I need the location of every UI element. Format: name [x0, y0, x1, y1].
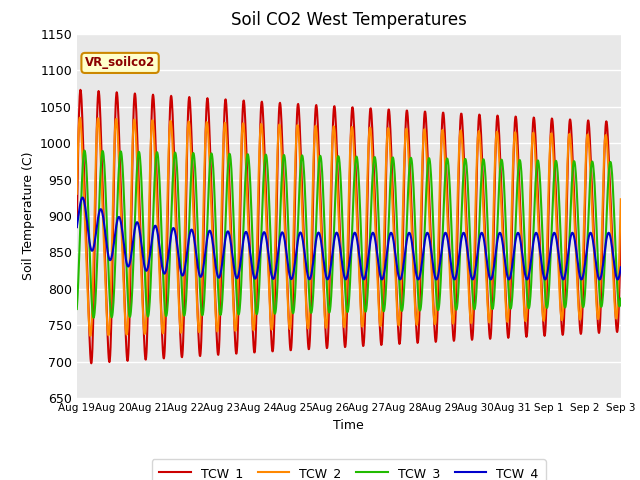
TCW_3: [326, 310, 333, 315]
TCW_3: [305, 275, 312, 281]
Line: TCW_4: TCW_4: [77, 197, 621, 279]
X-axis label: Time: Time: [333, 419, 364, 432]
Title: Soil CO2 West Temperatures: Soil CO2 West Temperatures: [231, 11, 467, 29]
Legend: TCW_1, TCW_2, TCW_3, TCW_4: TCW_1, TCW_2, TCW_3, TCW_4: [152, 459, 546, 480]
TCW_3: [316, 155, 323, 161]
TCW_4: [316, 230, 323, 236]
TCW_4: [73, 224, 81, 230]
TCW_2: [383, 134, 391, 140]
TCW_3: [138, 186, 146, 192]
TCW_2: [617, 196, 625, 202]
TCW_3: [617, 296, 625, 301]
TCW_4: [115, 214, 123, 220]
TCW_3: [90, 315, 97, 321]
Y-axis label: Soil Temperature (C): Soil Temperature (C): [22, 152, 35, 280]
TCW_2: [316, 192, 323, 198]
TCW_1: [326, 289, 333, 295]
TCW_2: [305, 324, 312, 330]
TCW_2: [326, 248, 333, 253]
TCW_4: [304, 274, 312, 279]
TCW_3: [383, 261, 391, 267]
TCW_2: [76, 115, 84, 120]
TCW_1: [73, 224, 81, 230]
TCW_1: [88, 360, 95, 366]
TCW_3: [81, 148, 88, 154]
TCW_2: [138, 282, 146, 288]
TCW_4: [469, 276, 477, 282]
TCW_3: [73, 306, 81, 312]
TCW_1: [305, 344, 312, 350]
TCW_4: [138, 241, 145, 247]
Text: VR_soilco2: VR_soilco2: [85, 57, 156, 70]
TCW_2: [116, 177, 124, 182]
TCW_4: [383, 252, 390, 257]
TCW_4: [617, 264, 625, 270]
TCW_4: [325, 274, 333, 279]
TCW_2: [73, 191, 81, 197]
Line: TCW_2: TCW_2: [77, 118, 621, 336]
TCW_1: [77, 87, 84, 93]
TCW_4: [79, 194, 86, 200]
TCW_1: [138, 267, 146, 273]
TCW_1: [383, 133, 391, 139]
Line: TCW_1: TCW_1: [77, 90, 621, 363]
TCW_2: [86, 333, 94, 339]
Line: TCW_3: TCW_3: [77, 151, 621, 318]
TCW_1: [617, 224, 625, 230]
TCW_3: [116, 155, 124, 161]
TCW_1: [116, 149, 124, 155]
TCW_1: [316, 170, 323, 176]
